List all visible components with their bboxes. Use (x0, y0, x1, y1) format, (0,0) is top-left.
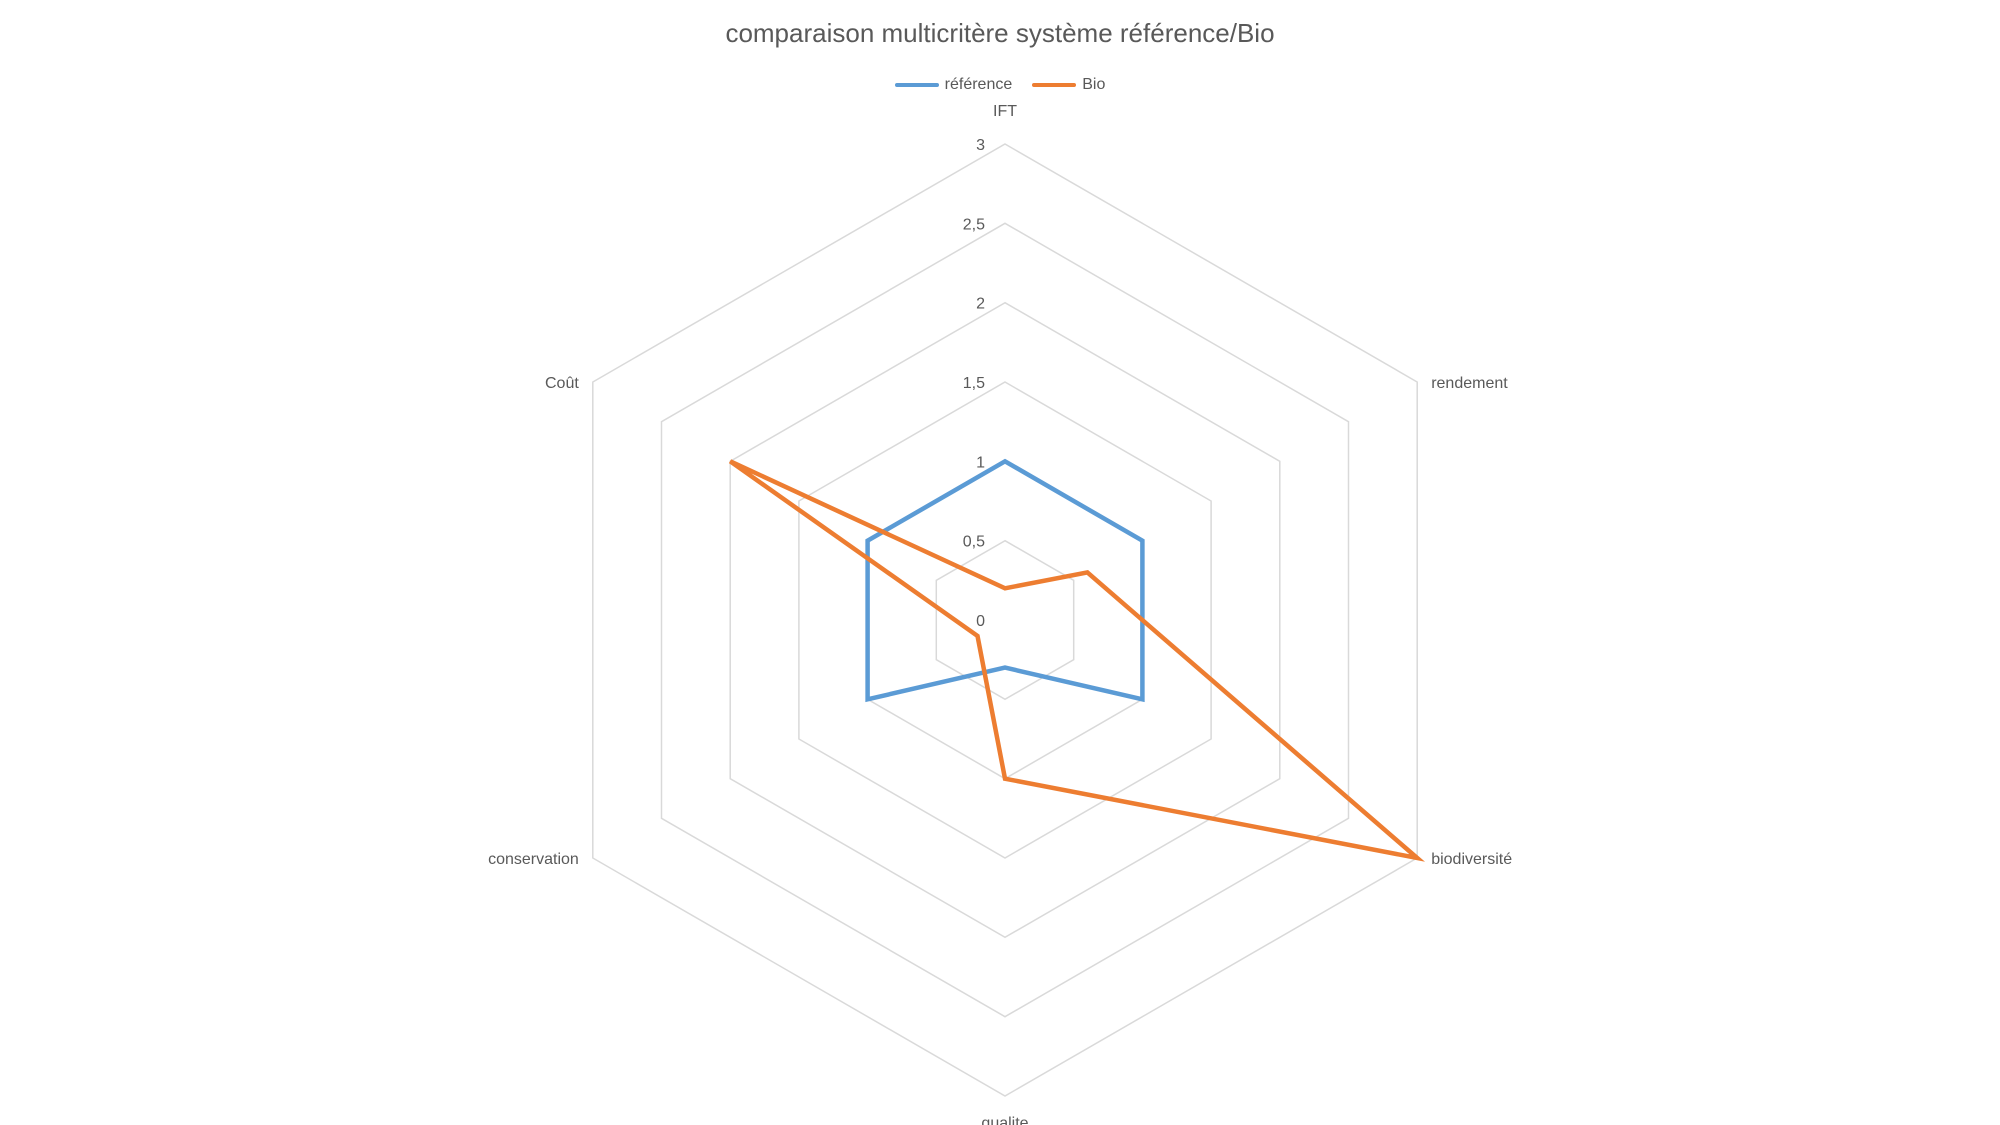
category-label: biodiversité (1431, 851, 1512, 868)
grid-ring-6 (592, 143, 1418, 1097)
legend-swatch-bio (1032, 83, 1077, 87)
grid-ring-4 (729, 301, 1281, 939)
grid-ring-2 (866, 460, 1144, 780)
legend-item-reference: référence (894, 76, 1013, 94)
category-label: conservation (488, 851, 579, 868)
series-line-reference (865, 458, 1145, 703)
grid-ring-1 (935, 539, 1075, 701)
chart-title: comparaison multicritère système référen… (725, 18, 1275, 48)
category-labels: IFT rendement biodiversité qualite conservat… (488, 103, 1512, 1125)
radial-tick-label: 1 (976, 454, 985, 471)
legend: référence Bio (0, 76, 2000, 94)
radial-tick-labels: 0 0,5 1 1,5 2 2,5 3 (963, 137, 985, 630)
legend-swatch-reference (894, 83, 939, 87)
radial-tick-label: 1,5 (963, 375, 985, 392)
category-label: Coût (545, 375, 579, 392)
radial-tick-label: 2 (976, 296, 985, 313)
grid-ring-3 (798, 381, 1212, 859)
series-line-bio (728, 459, 1426, 862)
radial-tick-label: 3 (976, 137, 985, 154)
category-label: qualite (981, 1115, 1028, 1125)
category-label: IFT (993, 103, 1017, 120)
grid-ring-5 (660, 222, 1350, 1018)
radial-tick-label: 2,5 (963, 216, 985, 233)
radial-tick-label: 0,5 (963, 534, 985, 551)
legend-item-bio: Bio (1032, 76, 1105, 94)
radar-grid (592, 143, 1418, 1097)
legend-label-reference: référence (944, 76, 1013, 93)
legend-label-bio: Bio (1082, 76, 1106, 93)
radial-tick-label: 0 (976, 613, 985, 630)
series-lines (728, 458, 1426, 862)
category-label: rendement (1431, 375, 1508, 392)
